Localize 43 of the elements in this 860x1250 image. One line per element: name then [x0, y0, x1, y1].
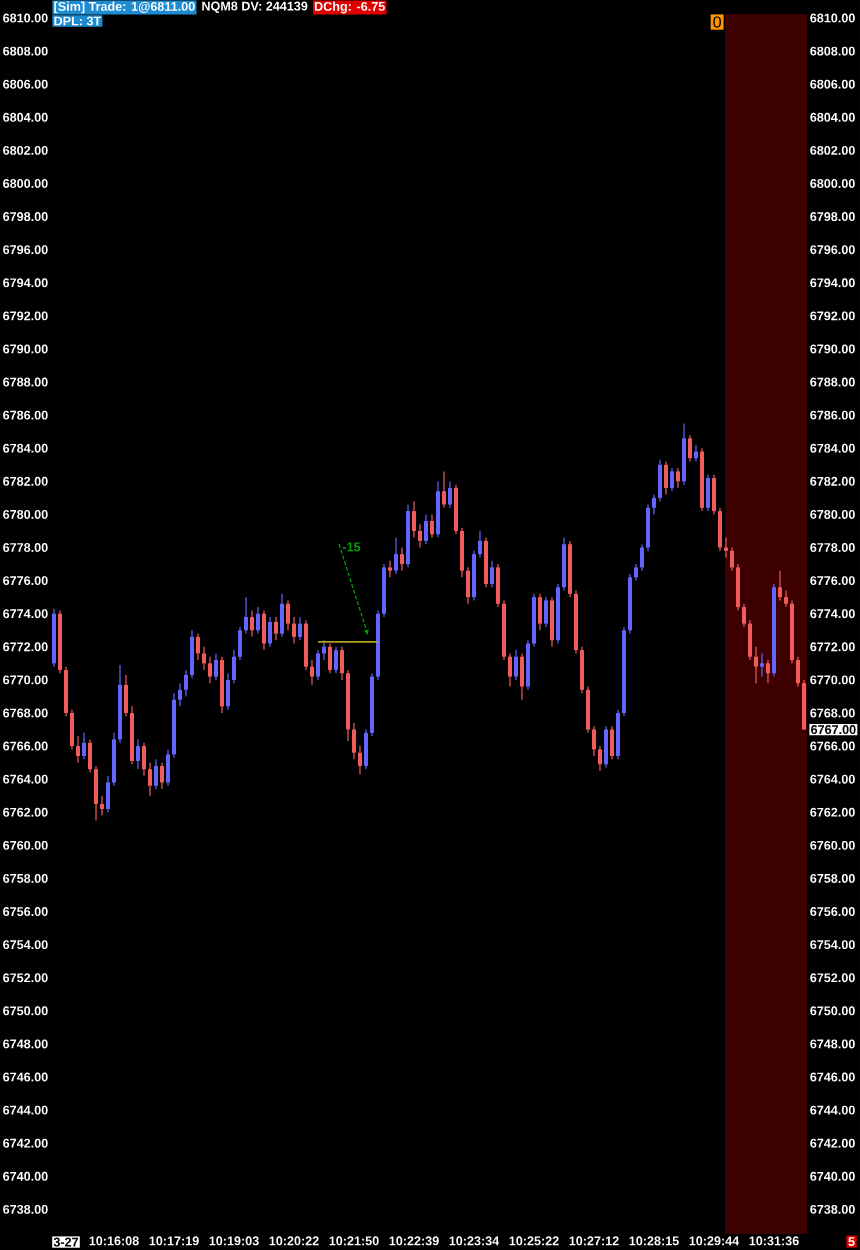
candlestick — [543, 596, 548, 628]
candlestick — [705, 474, 710, 512]
candlestick — [334, 646, 338, 674]
candlestick — [250, 609, 254, 638]
candlestick — [609, 725, 614, 760]
candlestick — [328, 642, 332, 674]
candlestick — [759, 652, 764, 678]
candlestick — [483, 536, 488, 588]
candlestick — [765, 659, 770, 684]
candlestick — [136, 738, 140, 770]
candlestick — [519, 652, 524, 701]
candlestick — [154, 758, 158, 790]
candlestick — [280, 593, 284, 638]
candlestick — [160, 762, 164, 790]
candlestick — [489, 560, 494, 588]
candlestick — [399, 546, 404, 572]
candlestick — [214, 652, 218, 681]
candlestick — [220, 656, 224, 714]
candlestick — [256, 606, 260, 635]
candlestick — [82, 732, 86, 760]
candlestick — [687, 434, 692, 463]
candlestick — [603, 725, 608, 769]
candlestick — [387, 560, 392, 578]
candlestick — [261, 609, 266, 651]
candlestick — [429, 513, 434, 539]
candlestick — [423, 513, 428, 545]
candlestick — [537, 593, 542, 631]
candlestick — [267, 616, 272, 648]
candlestick — [298, 616, 302, 641]
candlestick — [447, 480, 452, 509]
candlestick — [549, 596, 554, 648]
candlestick — [693, 444, 698, 463]
candlestick — [675, 467, 680, 489]
candlestick — [273, 616, 278, 641]
candlestick — [441, 470, 446, 509]
candlestick — [681, 422, 686, 486]
candlestick — [513, 649, 518, 681]
candlestick — [669, 467, 674, 492]
annotation: 0 — [713, 16, 721, 28]
candlestick — [777, 570, 782, 602]
candlestick — [663, 460, 668, 496]
candlestick — [435, 480, 440, 539]
candlestick — [393, 536, 398, 575]
